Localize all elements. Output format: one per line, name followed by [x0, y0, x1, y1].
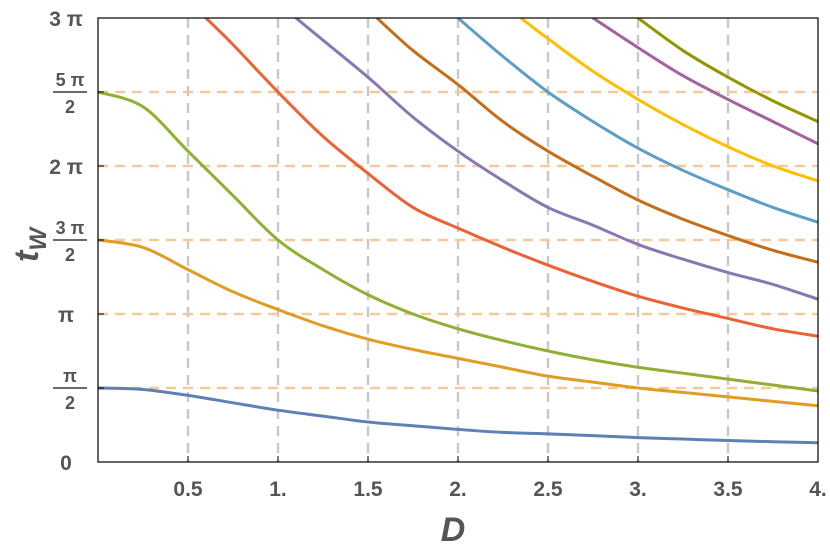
series-line-2 [98, 238, 818, 408]
series-line-5 [294, 18, 818, 301]
y-tick-label: π [58, 304, 74, 327]
y-tick-label: 2 π [49, 156, 83, 179]
x-tick-label: 2. [449, 478, 467, 501]
y-tick-numerator: 3 π [56, 218, 85, 238]
x-axis-label: D [441, 511, 466, 549]
x-tick-label: 2.5 [533, 478, 563, 501]
series-line-3 [98, 90, 818, 393]
x-tick-label: 0.5 [173, 478, 203, 501]
y-axis-ticks: 0 π 2 π 3 π 2 2 π 5 π 2 3 π [49, 8, 104, 475]
series-line-10 [636, 18, 818, 124]
series-line-9 [591, 18, 818, 146]
x-tick-label: 1. [269, 478, 287, 501]
series-lines [98, 18, 818, 445]
y-axis-label-subscript: W [25, 226, 52, 251]
y-tick-denominator: 2 [65, 97, 75, 117]
series-line-8 [519, 18, 818, 183]
y-tick-label: 0 [60, 452, 72, 475]
y-tick-numerator: π [63, 366, 77, 386]
y-axis-label-main: t [8, 249, 46, 262]
y-tick-label: 3 π [49, 8, 83, 31]
series-line-7 [456, 18, 818, 224]
x-axis-ticks: 0.5 1. 1.5 2. 2.5 3. 3.5 4. [173, 456, 827, 501]
y-tick-denominator: 2 [65, 245, 75, 265]
series-line-4 [204, 18, 818, 338]
x-tick-label: 1.5 [353, 478, 383, 501]
y-axis-label: tW [8, 226, 52, 262]
x-tick-label: 3. [629, 478, 647, 501]
series-line-6 [375, 18, 818, 264]
x-tick-label: 4. [809, 478, 827, 501]
x-tick-label: 3.5 [713, 478, 743, 501]
series-line-1 [98, 386, 818, 445]
y-tick-numerator: 5 π [56, 70, 85, 90]
y-tick-denominator: 2 [65, 393, 75, 413]
axis-labels: DtW [8, 226, 465, 549]
